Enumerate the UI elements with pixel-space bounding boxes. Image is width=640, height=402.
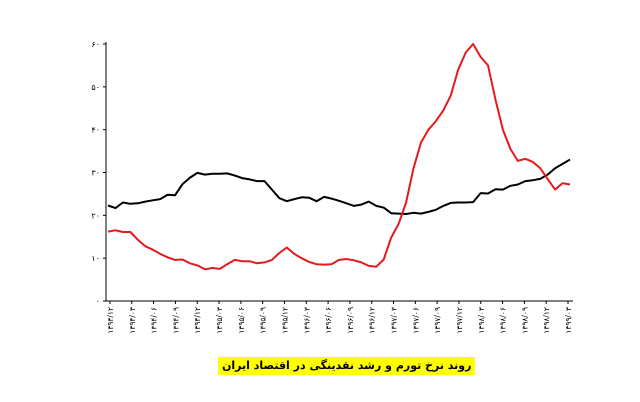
x-tick-label: ۱۳۹۸/۱۲ bbox=[542, 307, 551, 334]
y-tick-label: ۳۰ bbox=[91, 169, 100, 178]
y-tick-label: ۲۰ bbox=[91, 211, 100, 220]
y-ticks: ۰ ۱۰ ۲۰ ۳۰ ۴۰ ۵۰ ۶۰ bbox=[91, 40, 106, 306]
x-tick-label: ۱۳۹۵/۱۲ bbox=[280, 307, 289, 334]
x-tick-label: ۱۳۹۶/۰۳ bbox=[302, 307, 311, 334]
x-tick-label: ۱۳۹۹/۰۳ bbox=[564, 307, 573, 334]
x-tick-label: ۱۳۹۴/۰۳ bbox=[128, 307, 137, 334]
x-tick-label: ۱۳۹۵/۰۹ bbox=[259, 307, 268, 334]
x-tick-label: ۱۳۹۴/۰۹ bbox=[171, 307, 180, 334]
x-tick-label: ۱۳۹۸/۰۹ bbox=[520, 307, 529, 334]
x-tick-label: ۱۳۹۶/۰۹ bbox=[346, 307, 355, 334]
x-tick-label: ۱۳۹۷/۰۳ bbox=[390, 307, 399, 334]
x-tick-label: ۱۳۹۶/۰۶ bbox=[324, 307, 333, 334]
y-tick-label: ۱۰ bbox=[91, 254, 100, 263]
y-tick-label: ۶۰ bbox=[91, 40, 100, 49]
series-line-1 bbox=[107, 158, 571, 215]
y-tick-label: ۰ bbox=[96, 297, 100, 306]
series-line-2 bbox=[107, 43, 571, 271]
x-tick-label: ۱۳۹۷/۱۲ bbox=[455, 307, 464, 334]
y-tick-label: ۵۰ bbox=[91, 83, 100, 92]
x-tick-label: ۱۳۹۵/۰۶ bbox=[237, 307, 246, 334]
x-tick-label: ۱۳۹۵/۰۳ bbox=[215, 307, 224, 334]
x-tick-label: ۱۳۹۷/۰۶ bbox=[411, 307, 420, 334]
y-tick-label: ۴۰ bbox=[91, 126, 100, 135]
chart-caption: روند نرخ تورم و رشد نقدینگی در اقتصاد ای… bbox=[218, 357, 476, 375]
x-tick-label: ۱۳۹۷/۰۹ bbox=[433, 307, 442, 334]
x-tick-label: ۱۳۹۸/۰۶ bbox=[499, 307, 508, 334]
x-tick-label: ۱۳۹۳/۱۲ bbox=[106, 307, 115, 334]
x-tick-label: ۱۳۹۶/۱۲ bbox=[368, 307, 377, 334]
x-tick-label: ۱۳۹۸/۰۳ bbox=[477, 307, 486, 334]
x-tick-label: ۱۳۹۴/۱۲ bbox=[193, 307, 202, 334]
x-tick-label: ۱۳۹۴/۰۶ bbox=[150, 307, 159, 334]
series-layer bbox=[107, 43, 571, 271]
x-ticks: ۱۳۹۳/۱۲ ۱۳۹۴/۰۳ ۱۳۹۴/۰۶ ۱۳۹۴/۰۹ ۱۳۹۴/۱۲ ۱۳۹۵/… bbox=[106, 301, 573, 334]
